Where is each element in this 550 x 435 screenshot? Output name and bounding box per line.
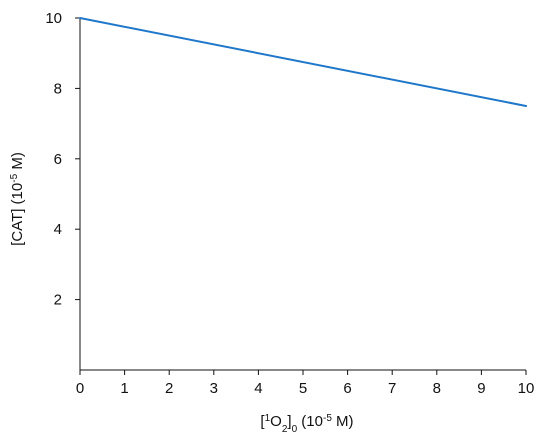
x-tick-label-3: 3 (210, 380, 218, 397)
series-layer (79, 17, 527, 107)
x-tick-label-7: 7 (388, 380, 396, 397)
y-axis-label: [CAT] (10-5 M) (9, 152, 27, 246)
y-tick-label-2: 2 (54, 292, 62, 309)
x-axis-label: [1O2]0 (10-5 M) (260, 413, 353, 435)
x-tick-label-4: 4 (254, 380, 262, 397)
plot-area: 0 1 2 3 4 5 6 7 8 9 10 2 4 6 8 10 (45, 10, 534, 397)
x-tick-label-5: 5 (299, 380, 307, 397)
x-tick-label-9: 9 (477, 380, 485, 397)
x-ticks: 0 1 2 3 4 5 6 7 8 9 10 (76, 370, 535, 397)
y-tick-label-6: 6 (54, 151, 62, 168)
x-tick-label-6: 6 (343, 380, 351, 397)
x-tick-label-1: 1 (120, 380, 128, 397)
x-tick-label-8: 8 (433, 380, 441, 397)
x-tick-label-0: 0 (76, 380, 84, 397)
y-tick-label-10: 10 (45, 10, 62, 27)
x-tick-label-10: 10 (518, 380, 535, 397)
y-tick-label-4: 4 (54, 221, 62, 238)
x-tick-label-2: 2 (165, 380, 173, 397)
series-line-0 (79, 17, 527, 107)
y-ticks: 2 4 6 8 10 (45, 10, 80, 309)
y-tick-label-8: 8 (54, 80, 62, 97)
